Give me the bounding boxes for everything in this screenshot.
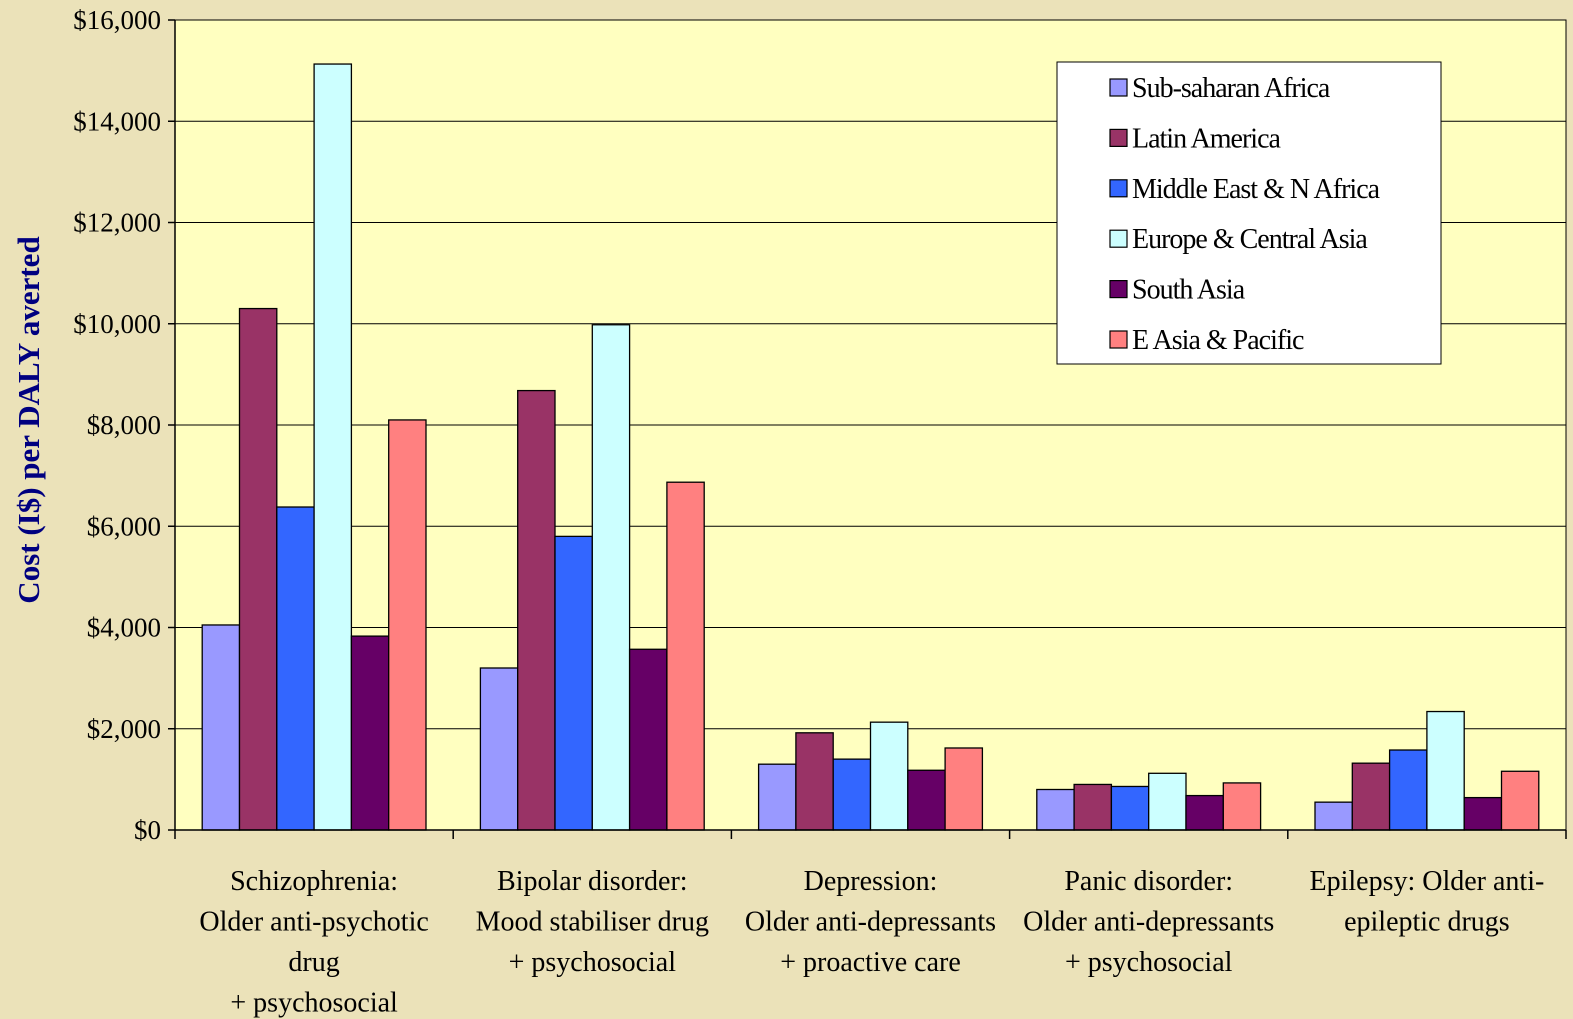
legend-swatch [1109, 179, 1128, 198]
bar [1036, 788, 1075, 831]
y-tick-label: $8,000 [87, 410, 161, 440]
bar [554, 535, 593, 831]
bar [907, 769, 946, 831]
bar [350, 635, 390, 831]
bar [666, 481, 705, 831]
x-category-label: Schizophrenia: Older anti-psychotic drug + … [199, 866, 428, 1019]
legend-label: Middle East & N Africa [1132, 174, 1381, 205]
legend-label: E Asia & Pacific [1132, 325, 1304, 356]
bar [795, 732, 834, 831]
y-tick-label: $14,000 [73, 106, 161, 136]
bar [1110, 785, 1150, 831]
x-category-label: Epilepsy: Older anti-epileptic drugs [1309, 866, 1544, 938]
legend-label: Sub-saharan Africa [1132, 73, 1331, 104]
bar [388, 419, 427, 831]
x-category-label: Depression: Older anti-depressants + proac… [745, 866, 996, 978]
y-tick-label: $10,000 [73, 309, 161, 339]
y-tick-label: $2,000 [87, 714, 161, 744]
bar [1073, 783, 1113, 831]
bar [591, 324, 631, 831]
x-category-label: Bipolar disorder: Mood stabiliser drug + p… [476, 866, 709, 978]
y-axis-label: Cost (I$) per DALY averted [11, 236, 46, 603]
bar [1148, 772, 1187, 831]
bar [517, 389, 556, 831]
legend-label: Europe & Central Asia [1132, 224, 1368, 255]
bar [313, 63, 353, 831]
bar [201, 624, 241, 831]
legend-swatch [1109, 280, 1128, 299]
bar [757, 763, 797, 831]
bar [944, 747, 984, 831]
x-category-label: Panic disorder: Older anti-depressants + p… [1023, 866, 1274, 978]
bar [1351, 762, 1391, 831]
y-tick-label: $0 [134, 815, 161, 845]
legend-swatch [1109, 229, 1128, 248]
y-tick-label: $16,000 [73, 5, 161, 35]
bar [276, 506, 315, 831]
x-axis-ticks: Schizophrenia: Older anti-psychotic drug + … [174, 830, 1567, 1019]
y-tick-label: $6,000 [87, 511, 161, 541]
y-tick-label: $12,000 [73, 208, 161, 238]
bar [832, 758, 872, 831]
bar [1185, 794, 1224, 831]
legend: Sub-saharan Africa Latin America Middle Ea… [1056, 61, 1442, 365]
legend-label: South Asia [1132, 275, 1246, 306]
y-axis-ticks: $0 $2,000 $4,000 $6,000 $8,000 $10,000 $12,000… [73, 5, 175, 845]
legend-label: Latin America [1132, 123, 1282, 154]
y-tick-label: $4,000 [87, 613, 161, 643]
legend-swatch [1109, 330, 1128, 349]
bar [1222, 782, 1262, 831]
bar [479, 667, 519, 831]
bar [628, 648, 668, 831]
bar [238, 307, 278, 831]
bar [1500, 770, 1540, 831]
bar [1463, 796, 1503, 831]
bar [1388, 749, 1428, 831]
legend-box [1056, 61, 1442, 365]
legend-swatch [1109, 128, 1128, 147]
bar [869, 721, 909, 831]
bar [1314, 801, 1353, 831]
legend-swatch [1109, 78, 1128, 97]
bar [1426, 710, 1465, 831]
